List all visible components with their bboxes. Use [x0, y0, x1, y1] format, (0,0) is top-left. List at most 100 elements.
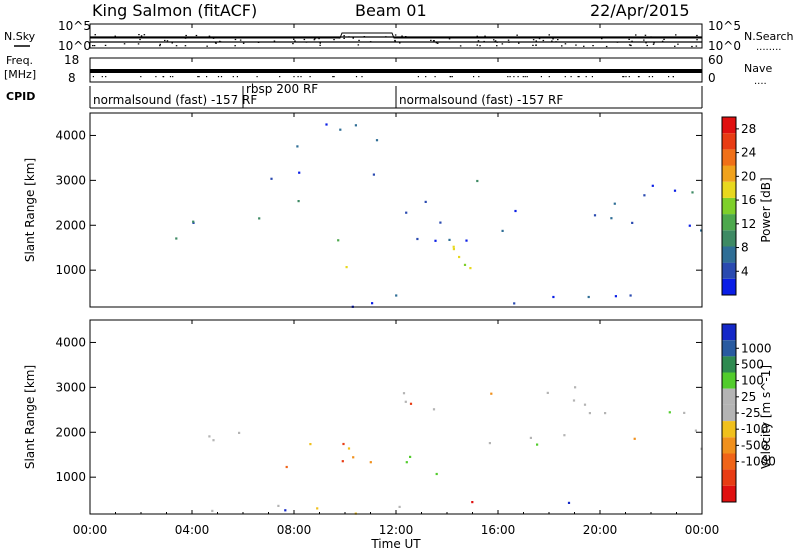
noise-right-legend: ........: [756, 42, 781, 53]
range-gate-cell: [284, 509, 287, 512]
xtick-label: 12:00: [379, 523, 414, 537]
nave-sample: [309, 76, 311, 78]
nave-sample: [473, 76, 475, 78]
noise-sample: [552, 38, 554, 40]
noise-sample: [219, 41, 222, 43]
nave-sample: [522, 76, 524, 78]
nave-sample: [333, 76, 335, 78]
noise-sample: [697, 36, 700, 38]
colorbar-tick-label: 20: [741, 169, 756, 183]
range-gate-cell: [476, 179, 479, 183]
noise-sample: [164, 39, 166, 42]
colorbar-tick-label: 28: [741, 122, 756, 136]
colorbar-swatch: [722, 485, 736, 502]
noise-sample: [557, 39, 559, 41]
velocity-panel: 1000 2000 3000 4000 Slant Range [km] 1000 50…: [23, 319, 776, 515]
range-gate-cell: [352, 456, 355, 459]
noise-sample: [159, 43, 161, 45]
xtick-label: 20:00: [583, 523, 618, 537]
range-gate-cell: [610, 217, 613, 220]
noise-sample: [369, 41, 372, 43]
noise-sample: [508, 41, 510, 43]
range-gate-cell: [212, 439, 215, 442]
noise-sample: [542, 39, 545, 42]
range-gate-cell: [536, 443, 539, 446]
nave-sample: [197, 76, 199, 78]
noise-sample: [430, 39, 432, 41]
nave-sample: [524, 76, 526, 78]
noise-sample: [257, 41, 260, 43]
noise-sample: [104, 44, 107, 46]
power-ylabel: Slant Range [km]: [23, 158, 37, 262]
range-gate-cell: [309, 443, 312, 446]
colorbar-tick-label: -1000: [741, 455, 776, 469]
noise-sample: [575, 44, 577, 46]
nave-sample: [585, 76, 587, 78]
nave-sample: [623, 76, 625, 78]
range-gate-cell: [529, 436, 532, 439]
nave-sample: [507, 76, 509, 78]
ytick-label: 2000: [55, 425, 86, 439]
noise-sample: [675, 34, 677, 36]
range-gate-cell: [604, 412, 607, 415]
nave-sample: [651, 76, 654, 78]
range-gate-cell: [432, 408, 436, 411]
noise-sample: [483, 40, 485, 43]
power-colorbar: 4 8 12 16 20 24 28: [721, 116, 756, 296]
velocity-ylabel: Slant Range [km]: [23, 365, 37, 469]
freq-ytick-bottom-left: 8: [68, 71, 76, 85]
range-gate-cell: [683, 411, 686, 414]
noise-sample: [437, 42, 439, 44]
range-gate-cell: [490, 392, 493, 395]
colorbar-tick-label: 100: [741, 374, 764, 388]
velocity-colorbar: 1000 500 100 25 -25 -100 -500 -1000: [721, 323, 776, 503]
range-gate-cell: [258, 217, 261, 220]
noise-sample: [358, 39, 360, 41]
range-gate-cell: [337, 239, 340, 242]
noise-sample: [554, 37, 557, 39]
noise-sample: [583, 45, 585, 47]
noise-sample: [538, 38, 541, 40]
nave-sample: [293, 76, 295, 78]
colorbar-frame: [721, 116, 737, 296]
range-gate-cell: [458, 255, 461, 259]
colorbar-swatch: [722, 372, 736, 389]
noise-sample: [493, 39, 495, 41]
noise-sample: [267, 36, 270, 38]
colorbar-swatch: [722, 133, 736, 150]
noise-sample: [479, 45, 481, 47]
colorbar-swatch: [722, 469, 736, 486]
noise-sample: [435, 42, 438, 44]
noise-sample: [652, 43, 655, 45]
range-gate-cell: [325, 123, 328, 126]
noise-left-label: N.Sky: [4, 30, 36, 43]
colorbar-tick-label: 25: [741, 390, 756, 404]
noise-sample: [363, 36, 366, 38]
range-gate-cell: [633, 437, 636, 440]
range-gate-cell: [514, 209, 517, 213]
range-gate-cell: [416, 237, 419, 241]
nave-sample: [548, 76, 550, 78]
range-gate-cell: [369, 461, 372, 464]
noise-sample: [628, 36, 630, 38]
colorbar-tick-label: 24: [741, 146, 756, 160]
noise-sample: [484, 35, 486, 37]
noise-sample: [695, 45, 698, 47]
noise-sample: [314, 38, 316, 40]
ytick-label: 3000: [55, 173, 86, 187]
range-gate-cell: [448, 238, 451, 241]
noise-sample: [564, 43, 567, 45]
range-gate-cell: [192, 221, 195, 224]
colorbar-swatch: [722, 388, 736, 405]
noise-sample: [516, 34, 518, 36]
nave-sample: [672, 76, 674, 78]
noise-sample: [405, 36, 407, 38]
noise-sample: [273, 40, 276, 42]
noise-sample: [518, 42, 520, 44]
range-gate-cell: [402, 392, 406, 395]
range-gate-cell: [375, 139, 379, 142]
noise-sample: [114, 35, 116, 37]
colorbar-tick-label: 12: [741, 217, 756, 231]
nave-sample: [169, 76, 172, 78]
nave-sample: [140, 76, 142, 78]
